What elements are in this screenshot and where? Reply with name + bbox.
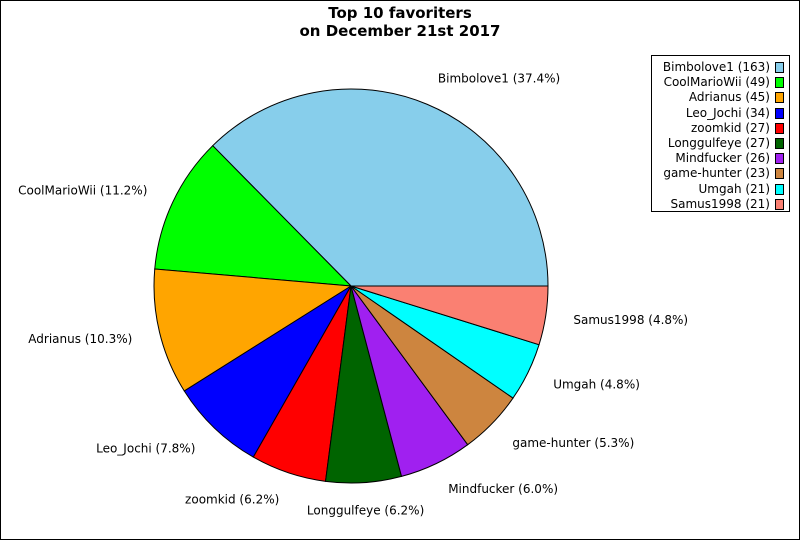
legend-swatch	[775, 77, 784, 89]
legend-label: Leo_Jochi (34)	[685, 105, 770, 120]
slice-label: Adrianus (10.3%)	[28, 332, 132, 346]
pie-slice-adrianus	[153, 268, 353, 392]
legend-label: Samus1998 (21)	[670, 196, 770, 211]
legend-entry: Mindfucker (26)	[652, 151, 789, 166]
legend-swatch	[775, 138, 784, 150]
legend-swatch	[775, 62, 784, 74]
legend-label: CoolMarioWii (49)	[663, 75, 770, 90]
legend-swatch	[775, 183, 784, 195]
legend-entry: Umgah (21)	[652, 182, 789, 197]
pie-slice-coolmariowii	[154, 144, 353, 287]
slice-label: Leo_Jochi (7.8%)	[96, 442, 195, 456]
chart-title-line-2: on December 21st 2017	[299, 22, 501, 40]
legend-entry: Leo_Jochi (34)	[652, 106, 789, 121]
legend-entry: Longgulfeye (27)	[652, 136, 789, 151]
legend-entry: Bimbolove1 (163)	[652, 60, 789, 75]
legend-label: Bimbolove1 (163)	[662, 60, 770, 75]
slice-label: Mindfucker (6.0%)	[448, 482, 558, 496]
pie-slice-samus1998	[350, 285, 549, 346]
slice-label: Samus1998 (4.8%)	[573, 313, 688, 327]
legend-swatch	[775, 92, 784, 104]
legend-swatch	[775, 122, 784, 134]
legend-entry: CoolMarioWii (49)	[652, 75, 789, 90]
legend-label: zoomkid (27)	[690, 120, 770, 135]
legend: Bimbolove1 (163) CoolMarioWii (49) Adria…	[651, 55, 790, 212]
slice-label: CoolMarioWii (11.2%)	[18, 183, 147, 197]
legend-swatch	[775, 153, 784, 165]
pie-slice-leo-jochi	[183, 285, 352, 458]
slice-label: Umgah (4.8%)	[553, 378, 640, 392]
legend-swatch	[775, 168, 784, 180]
pie-slice-bimbolove1	[212, 88, 549, 287]
legend-label: Longgulfeye (27)	[667, 136, 770, 151]
slice-label: Longgulfeye (6.2%)	[307, 504, 424, 518]
slice-label: game-hunter (5.3%)	[512, 436, 634, 450]
legend-entry: Samus1998 (21)	[652, 197, 789, 212]
chart-title: Top 10 favoriters on December 21st 2017	[1, 4, 799, 40]
slice-label: Bimbolove1 (37.4%)	[438, 71, 560, 85]
legend-label: Adrianus (45)	[688, 90, 770, 105]
chart-title-line-1: Top 10 favoriters	[328, 4, 472, 22]
legend-label: game-hunter (23)	[663, 166, 770, 181]
legend-entry: zoomkid (27)	[652, 121, 789, 136]
legend-entry: game-hunter (23)	[652, 166, 789, 181]
legend-label: Mindfucker (26)	[675, 151, 770, 166]
legend-label: Umgah (21)	[698, 181, 771, 196]
slice-label: zoomkid (6.2%)	[185, 492, 279, 506]
legend-swatch	[775, 107, 784, 119]
legend-swatch	[775, 198, 784, 210]
legend-entry: Adrianus (45)	[652, 90, 789, 105]
